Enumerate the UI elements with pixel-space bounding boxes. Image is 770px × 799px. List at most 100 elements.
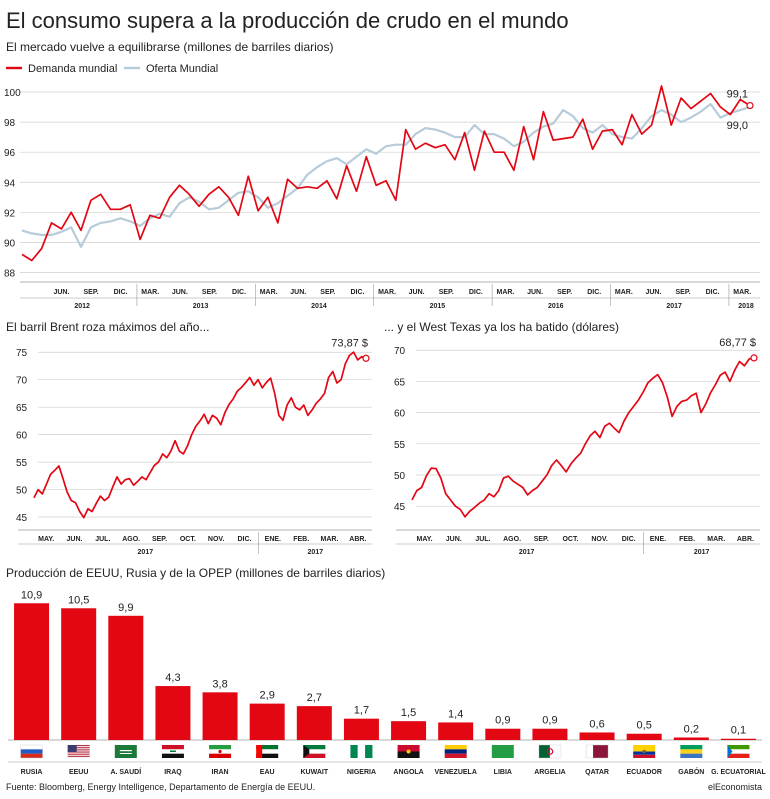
bar-value-label: 9,9: [118, 602, 133, 614]
category-label: IRAN: [212, 769, 229, 776]
x-tick-label: FEB.: [293, 536, 309, 543]
y-tick-label: 75: [16, 348, 28, 359]
category-label: VENEZUELA: [434, 769, 476, 776]
bar-value-label: 10,5: [68, 594, 89, 606]
x-year-label: 2017: [519, 549, 535, 556]
x-tick-label: JUN.: [645, 289, 661, 296]
bar-value-label: 2,9: [260, 690, 275, 702]
flag-libya-icon: [491, 745, 514, 758]
x-tick-label: DIC.: [114, 289, 128, 296]
x-tick-label: MAR.: [733, 289, 751, 296]
legend-label: Demanda mundial: [28, 63, 117, 75]
production-bar-chart: 10,9 RUSIA 10,5 EEUU 9,9 A. SAUDÍ 4,3 IRAQ 3,8 IR…: [8, 589, 766, 776]
x-tick-label: MAR.: [615, 289, 633, 296]
demand-end-marker: [746, 101, 754, 110]
category-label: EAU: [260, 769, 275, 776]
bar: [14, 603, 50, 740]
x-tick-label: FEB.: [679, 536, 695, 543]
bar-value-label: 3,8: [212, 678, 227, 690]
flag-kuwait-icon: [303, 745, 326, 758]
x-tick-label: SEP.: [534, 536, 549, 543]
y-tick-label: 92: [4, 208, 16, 219]
x-tick-label: MAR.: [321, 536, 339, 543]
flag-venezuela-icon: [444, 745, 467, 758]
flag-ecuador-icon: [633, 745, 656, 758]
x-year-label: 2013: [193, 303, 209, 310]
supply-end-label: 99,0: [727, 120, 748, 132]
y-tick-label: 100: [4, 88, 21, 99]
page-title: El consumo supera a la producción de cru…: [6, 8, 569, 33]
bar: [438, 722, 474, 740]
x-tick-label: JUN.: [67, 536, 83, 543]
bar: [532, 728, 568, 740]
x-tick-label: JUN.: [172, 289, 188, 296]
brent-chart-title: El barril Brent roza máximos del año...: [6, 320, 210, 334]
x-tick-label: SEP.: [439, 289, 454, 296]
flag-qatar-icon: [585, 744, 609, 759]
category-label: GABÓN: [678, 767, 704, 776]
bar: [720, 738, 756, 740]
production-chart-title: Producción de EEUU, Rusia y de la OPEP (…: [6, 566, 386, 580]
bar: [296, 706, 332, 740]
x-tick-label: DIC.: [350, 289, 364, 296]
bar: [61, 608, 97, 740]
bar-value-label: 10,9: [21, 589, 42, 601]
bar-value-label: 0,6: [589, 718, 604, 730]
bar-value-label: 2,7: [307, 692, 322, 704]
wti-chart: 45 50 55 60 65 70 MAY. JUN. JUL. AGO. SEP. OCT. NOV.…: [394, 337, 760, 556]
y-tick-label: 55: [394, 440, 406, 451]
x-tick-label: DIC.: [469, 289, 483, 296]
x-tick-label: OCT.: [180, 536, 196, 543]
bar-value-label: 1,5: [401, 707, 416, 719]
x-tick-label: SEP.: [202, 289, 217, 296]
bar: [391, 721, 427, 740]
x-tick-label: DIC.: [587, 289, 601, 296]
x-year-label: 2017: [694, 549, 710, 556]
x-tick-label: MAR.: [496, 289, 514, 296]
x-tick-label: JUN.: [527, 289, 543, 296]
x-tick-label: NOV.: [208, 536, 225, 543]
y-tick-label: 65: [394, 377, 406, 388]
y-tick-label: 88: [4, 268, 16, 279]
x-tick-label: JUL.: [95, 536, 110, 543]
category-label: LIBIA: [494, 769, 512, 776]
x-year-label: 2018: [738, 303, 754, 310]
wti-chart-title: ... y el West Texas ya los ha batido (dó…: [384, 320, 620, 334]
x-tick-label: SEP.: [557, 289, 572, 296]
flag-nigeria-icon: [350, 745, 373, 758]
price-end-marker: [362, 354, 370, 362]
bar: [485, 728, 521, 740]
price-end-label: 68,77 $: [719, 337, 756, 349]
x-tick-label: JUN.: [53, 289, 69, 296]
x-year-label: 2017: [308, 549, 324, 556]
supply-demand-chart: Demanda mundial Oferta Mundial 88 90 92 94 96 9…: [4, 63, 760, 310]
y-tick-label: 96: [4, 148, 16, 159]
y-tick-label: 65: [16, 403, 28, 414]
category-label: NIGERIA: [347, 769, 376, 776]
flag-saudi-arabia-icon: [114, 745, 137, 758]
x-tick-label: SEP.: [320, 289, 335, 296]
flag-angola-icon: [397, 745, 420, 758]
y-tick-label: 60: [394, 409, 406, 420]
x-tick-label: ENE.: [650, 536, 666, 543]
x-tick-label: JUN.: [290, 289, 306, 296]
flag-iran-icon: [209, 745, 232, 758]
x-year-label: 2015: [430, 303, 446, 310]
x-year-label: 2017: [138, 549, 154, 556]
x-tick-label: OCT.: [562, 536, 578, 543]
y-tick-label: 98: [4, 118, 16, 129]
x-tick-label: ABR.: [349, 536, 366, 543]
supply-series-line: [21, 103, 751, 248]
bar-value-label: 0,1: [731, 725, 746, 737]
flag-usa-icon: [67, 745, 90, 758]
x-tick-label: DIC.: [706, 289, 720, 296]
bar-value-label: 0,2: [684, 723, 699, 735]
bar-value-label: 0,9: [495, 715, 510, 727]
y-tick-label: 70: [16, 376, 28, 387]
x-tick-label: MAR.: [141, 289, 159, 296]
bar: [673, 737, 709, 740]
x-tick-label: DIC.: [232, 289, 246, 296]
category-label: EEUU: [69, 769, 88, 776]
x-tick-label: ENE.: [265, 536, 281, 543]
bar: [343, 718, 379, 740]
